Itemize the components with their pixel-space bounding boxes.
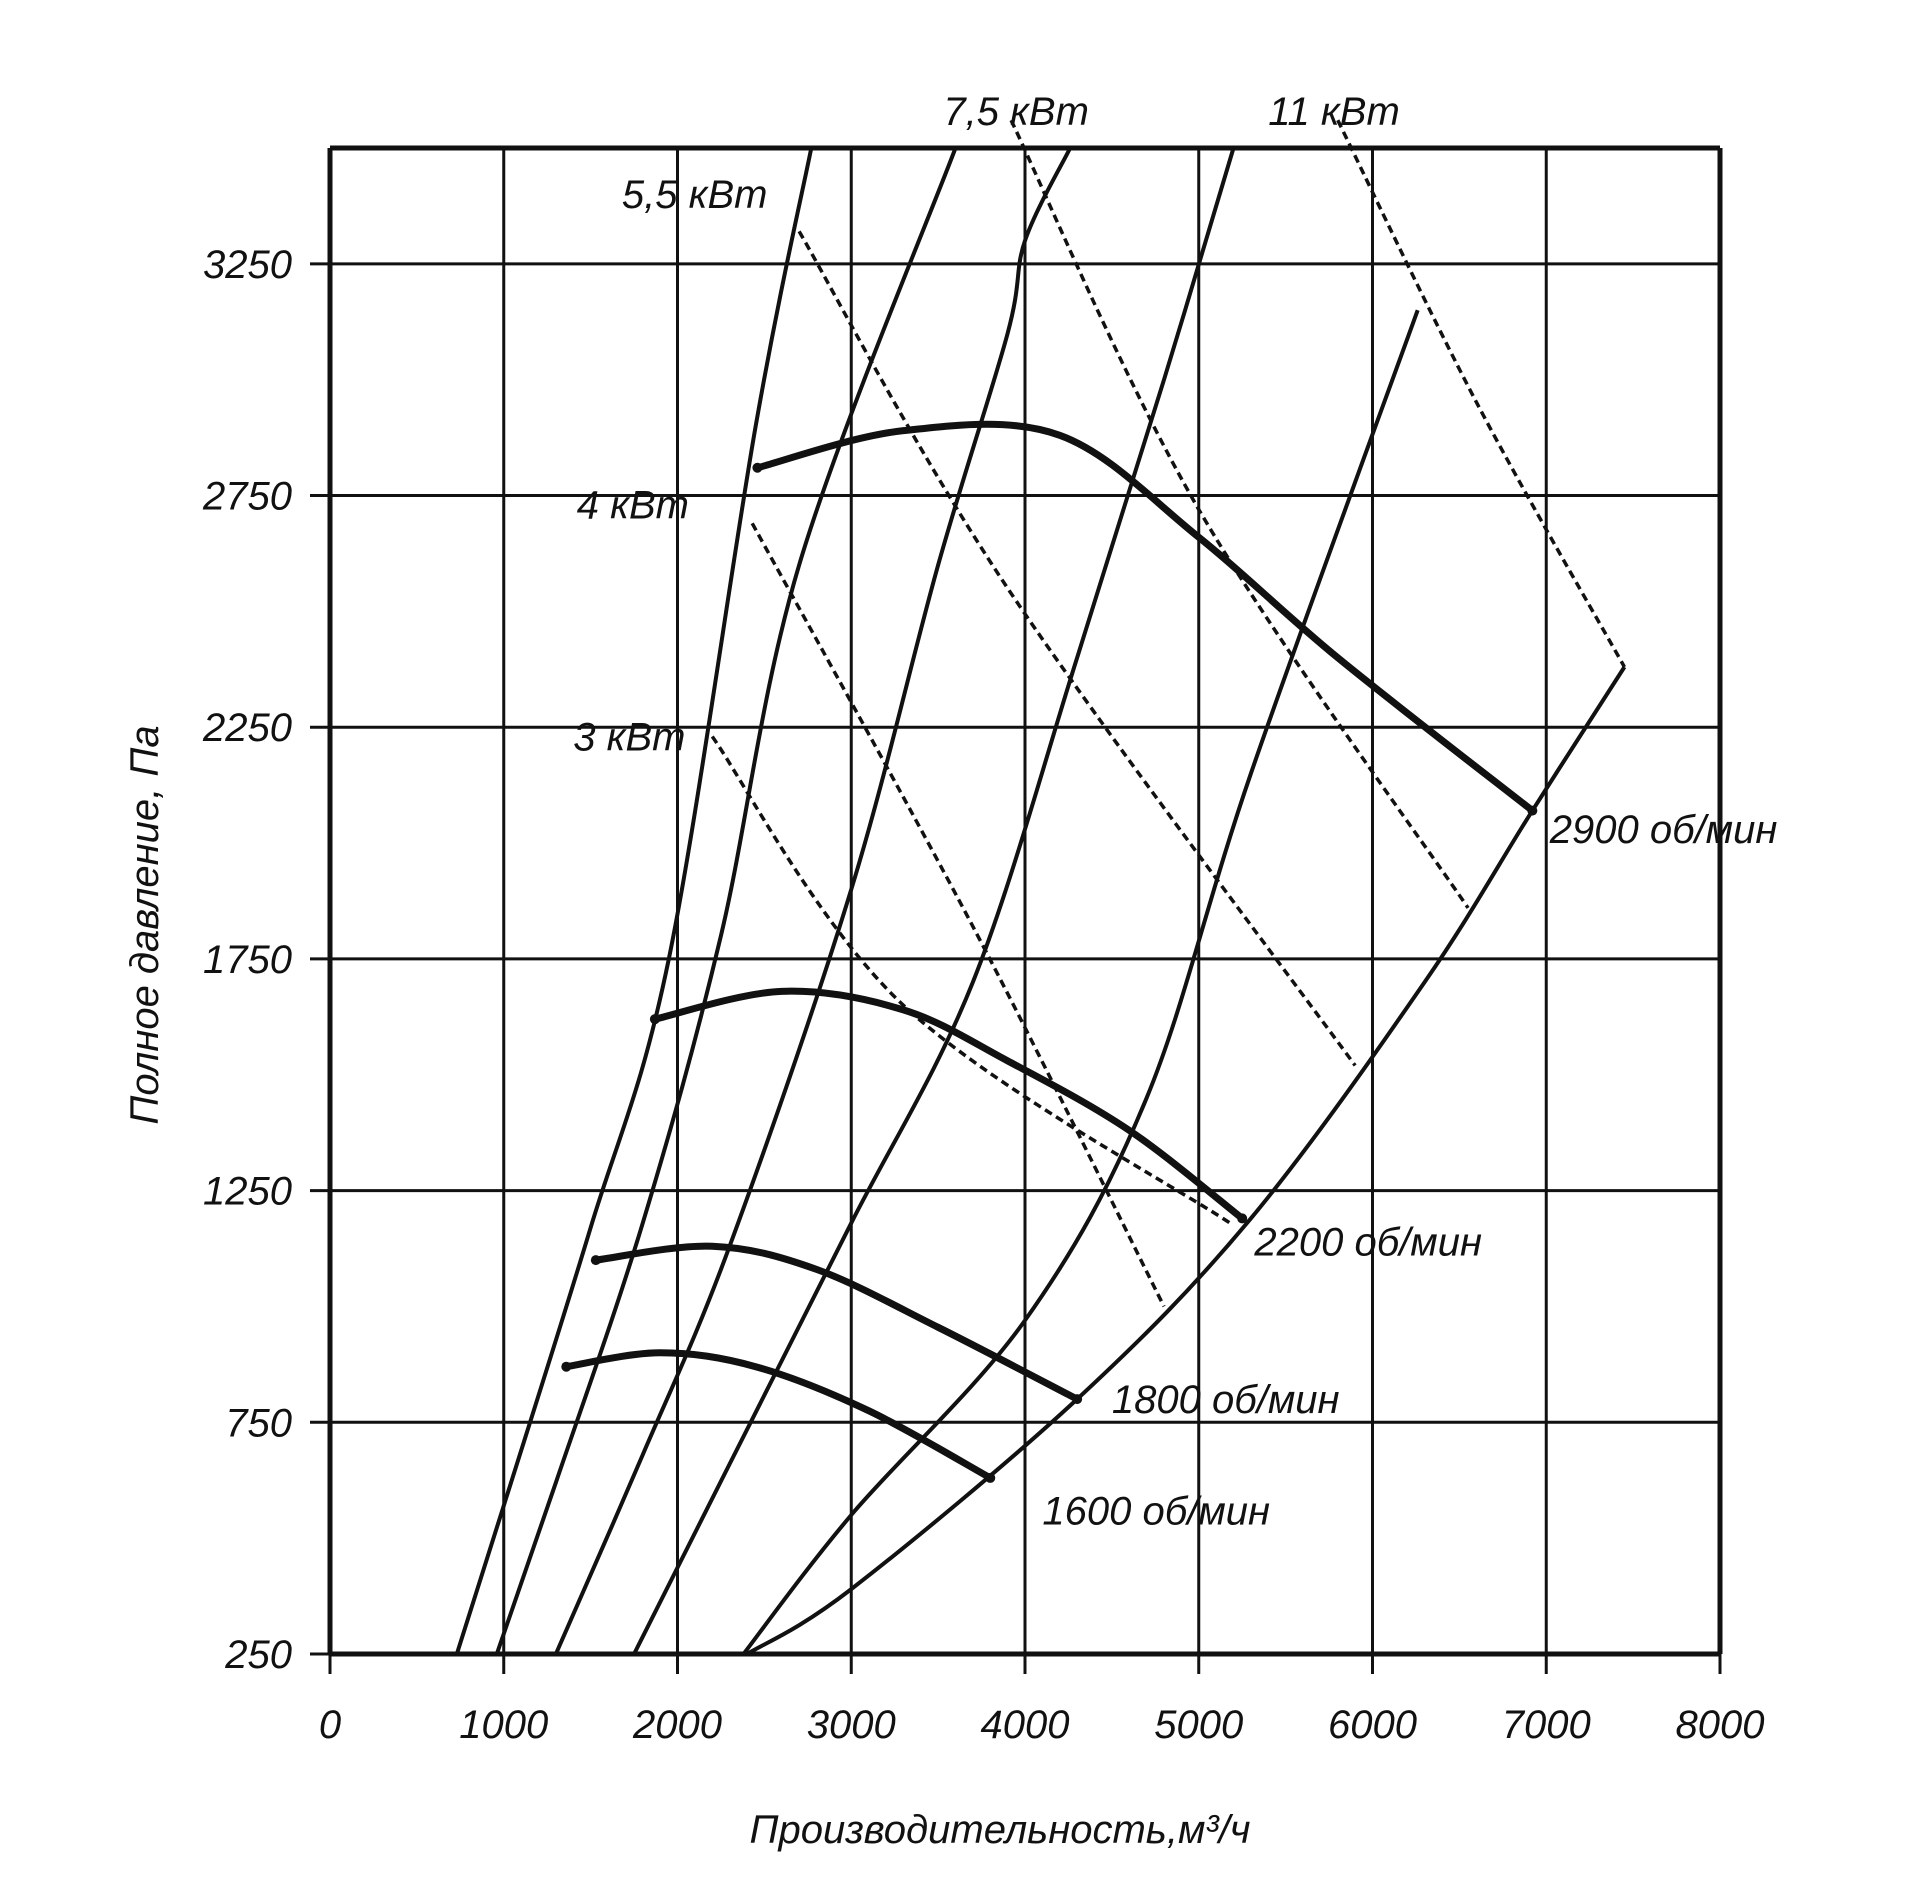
curve-endpoint	[752, 462, 763, 473]
grid	[310, 148, 1722, 1674]
x-tick-label: 5000	[1154, 1703, 1243, 1747]
system-curve	[632, 147, 1236, 1655]
system-curve	[745, 665, 1627, 1656]
power-label: 11 кВт	[1268, 90, 1400, 134]
speed-label: 1600 об/мин	[1042, 1489, 1270, 1533]
x-tick-label: 1000	[459, 1703, 548, 1747]
power-line	[1009, 119, 1470, 909]
curve-endpoint	[1527, 805, 1538, 816]
curve-endpoint	[1072, 1394, 1083, 1405]
x-tick-label: 0	[319, 1703, 341, 1747]
power-line	[797, 230, 1357, 1067]
system-curve	[454, 147, 814, 1655]
speed-label: 2900 об/мин	[1549, 808, 1778, 852]
curve-labels: 1600 об/мин 1800 об/мин 2200 об/мин 2900 об…	[573, 90, 1777, 1533]
power-lines	[710, 119, 1626, 1308]
speed-curve	[562, 1349, 994, 1482]
tick-labels: 0 1000 2000 3000 4000 5000 6000 7000 8000 250 750 1…	[202, 243, 1764, 1747]
power-line	[710, 735, 1232, 1225]
power-label: 5,5 кВт	[622, 173, 768, 217]
x-tick-label: 2000	[632, 1703, 722, 1747]
y-tick-label: 750	[225, 1401, 292, 1445]
x-tick-label: 6000	[1328, 1703, 1417, 1747]
power-line	[750, 522, 1166, 1308]
power-label: 3 кВт	[573, 715, 685, 759]
y-tick-label: 1250	[203, 1170, 292, 1214]
power-label: 7,5 кВт	[943, 90, 1089, 134]
y-axis-title: Полное давление, Па	[123, 725, 167, 1124]
system-curve	[494, 147, 958, 1655]
speed-label: 2200 об/мин	[1253, 1220, 1482, 1264]
y-tick-label: 3250	[203, 243, 292, 287]
power-line	[1336, 119, 1626, 668]
curve-endpoint	[1237, 1213, 1248, 1224]
y-tick-label: 2750	[202, 475, 292, 519]
curve-endpoint	[590, 1255, 601, 1266]
curve-endpoint	[561, 1361, 572, 1372]
y-tick-label: 1750	[203, 938, 292, 982]
curve-endpoint	[649, 1014, 660, 1025]
speed-curve	[592, 1242, 1081, 1403]
speed-curve	[651, 987, 1246, 1222]
speed-curve	[753, 420, 1536, 815]
x-tick-label: 7000	[1502, 1703, 1591, 1747]
power-label: 4 кВт	[577, 484, 689, 528]
system-curve	[741, 309, 1420, 1656]
x-tick-label: 8000	[1676, 1703, 1765, 1747]
curve-endpoint	[985, 1472, 996, 1483]
system-curves	[454, 147, 1627, 1656]
plot-frame	[327, 145, 1723, 1657]
speed-curves	[561, 420, 1538, 1483]
system-curve	[554, 147, 1072, 1655]
x-tick-label: 3000	[807, 1703, 896, 1747]
y-tick-label: 250	[224, 1633, 292, 1677]
x-axis-title: Производительность,м³/ч	[749, 1808, 1250, 1852]
x-tick-label: 4000	[981, 1703, 1070, 1747]
speed-label: 1800 об/мин	[1112, 1378, 1340, 1422]
y-tick-label: 2250	[202, 706, 292, 750]
